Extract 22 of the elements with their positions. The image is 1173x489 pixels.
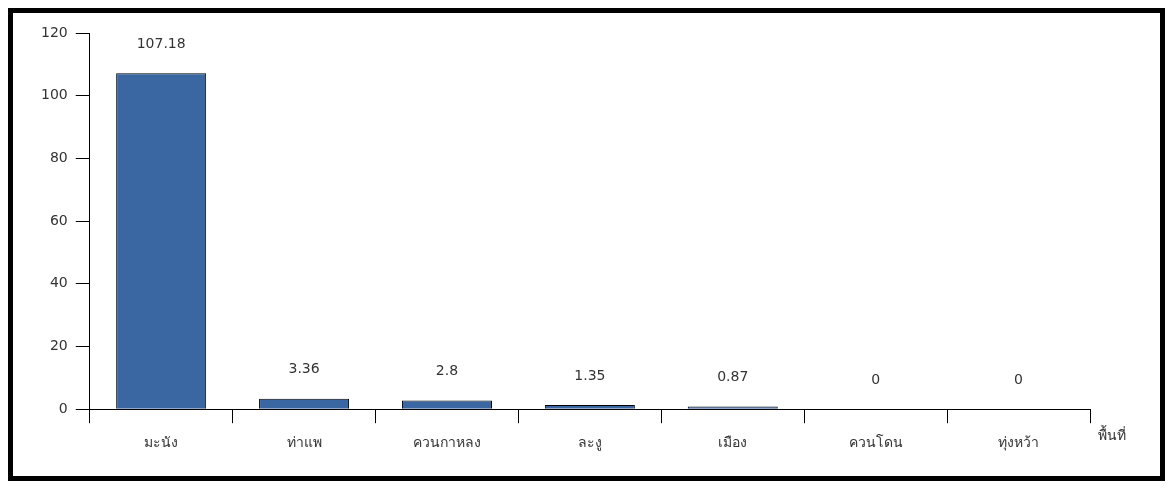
y-tick-label: 40 xyxy=(49,274,68,291)
data-label: 3.36 xyxy=(288,360,320,377)
y-tick-label: 120 xyxy=(40,23,68,40)
x-tick-label: เมือง xyxy=(718,434,748,451)
y-tick-label: 0 xyxy=(58,399,68,416)
y-tick-label: 80 xyxy=(49,149,68,166)
data-label: 0 xyxy=(1014,370,1024,387)
x-tick-label: ทุ่งหว้า xyxy=(998,434,1040,452)
x-tick-label: ควนกาหลง xyxy=(412,434,481,451)
y-tick-label: 20 xyxy=(49,337,68,354)
y-tick-label: 60 xyxy=(49,211,68,228)
data-label: 107.18 xyxy=(136,34,186,51)
data-label: 0 xyxy=(871,370,881,387)
data-label: 0.87 xyxy=(717,368,749,385)
x-tick-label: ละงู xyxy=(577,434,602,452)
x-tick-label: มะนัง xyxy=(144,434,179,451)
data-label: 2.8 xyxy=(435,362,459,379)
x-axis-title: พื้นที่ xyxy=(1098,424,1126,443)
y-tick-label: 100 xyxy=(40,86,68,103)
x-tick-label: ท่าแพ xyxy=(286,434,322,451)
x-tick-label: ควนโดน xyxy=(848,434,903,451)
data-label: 1.35 xyxy=(574,366,606,383)
